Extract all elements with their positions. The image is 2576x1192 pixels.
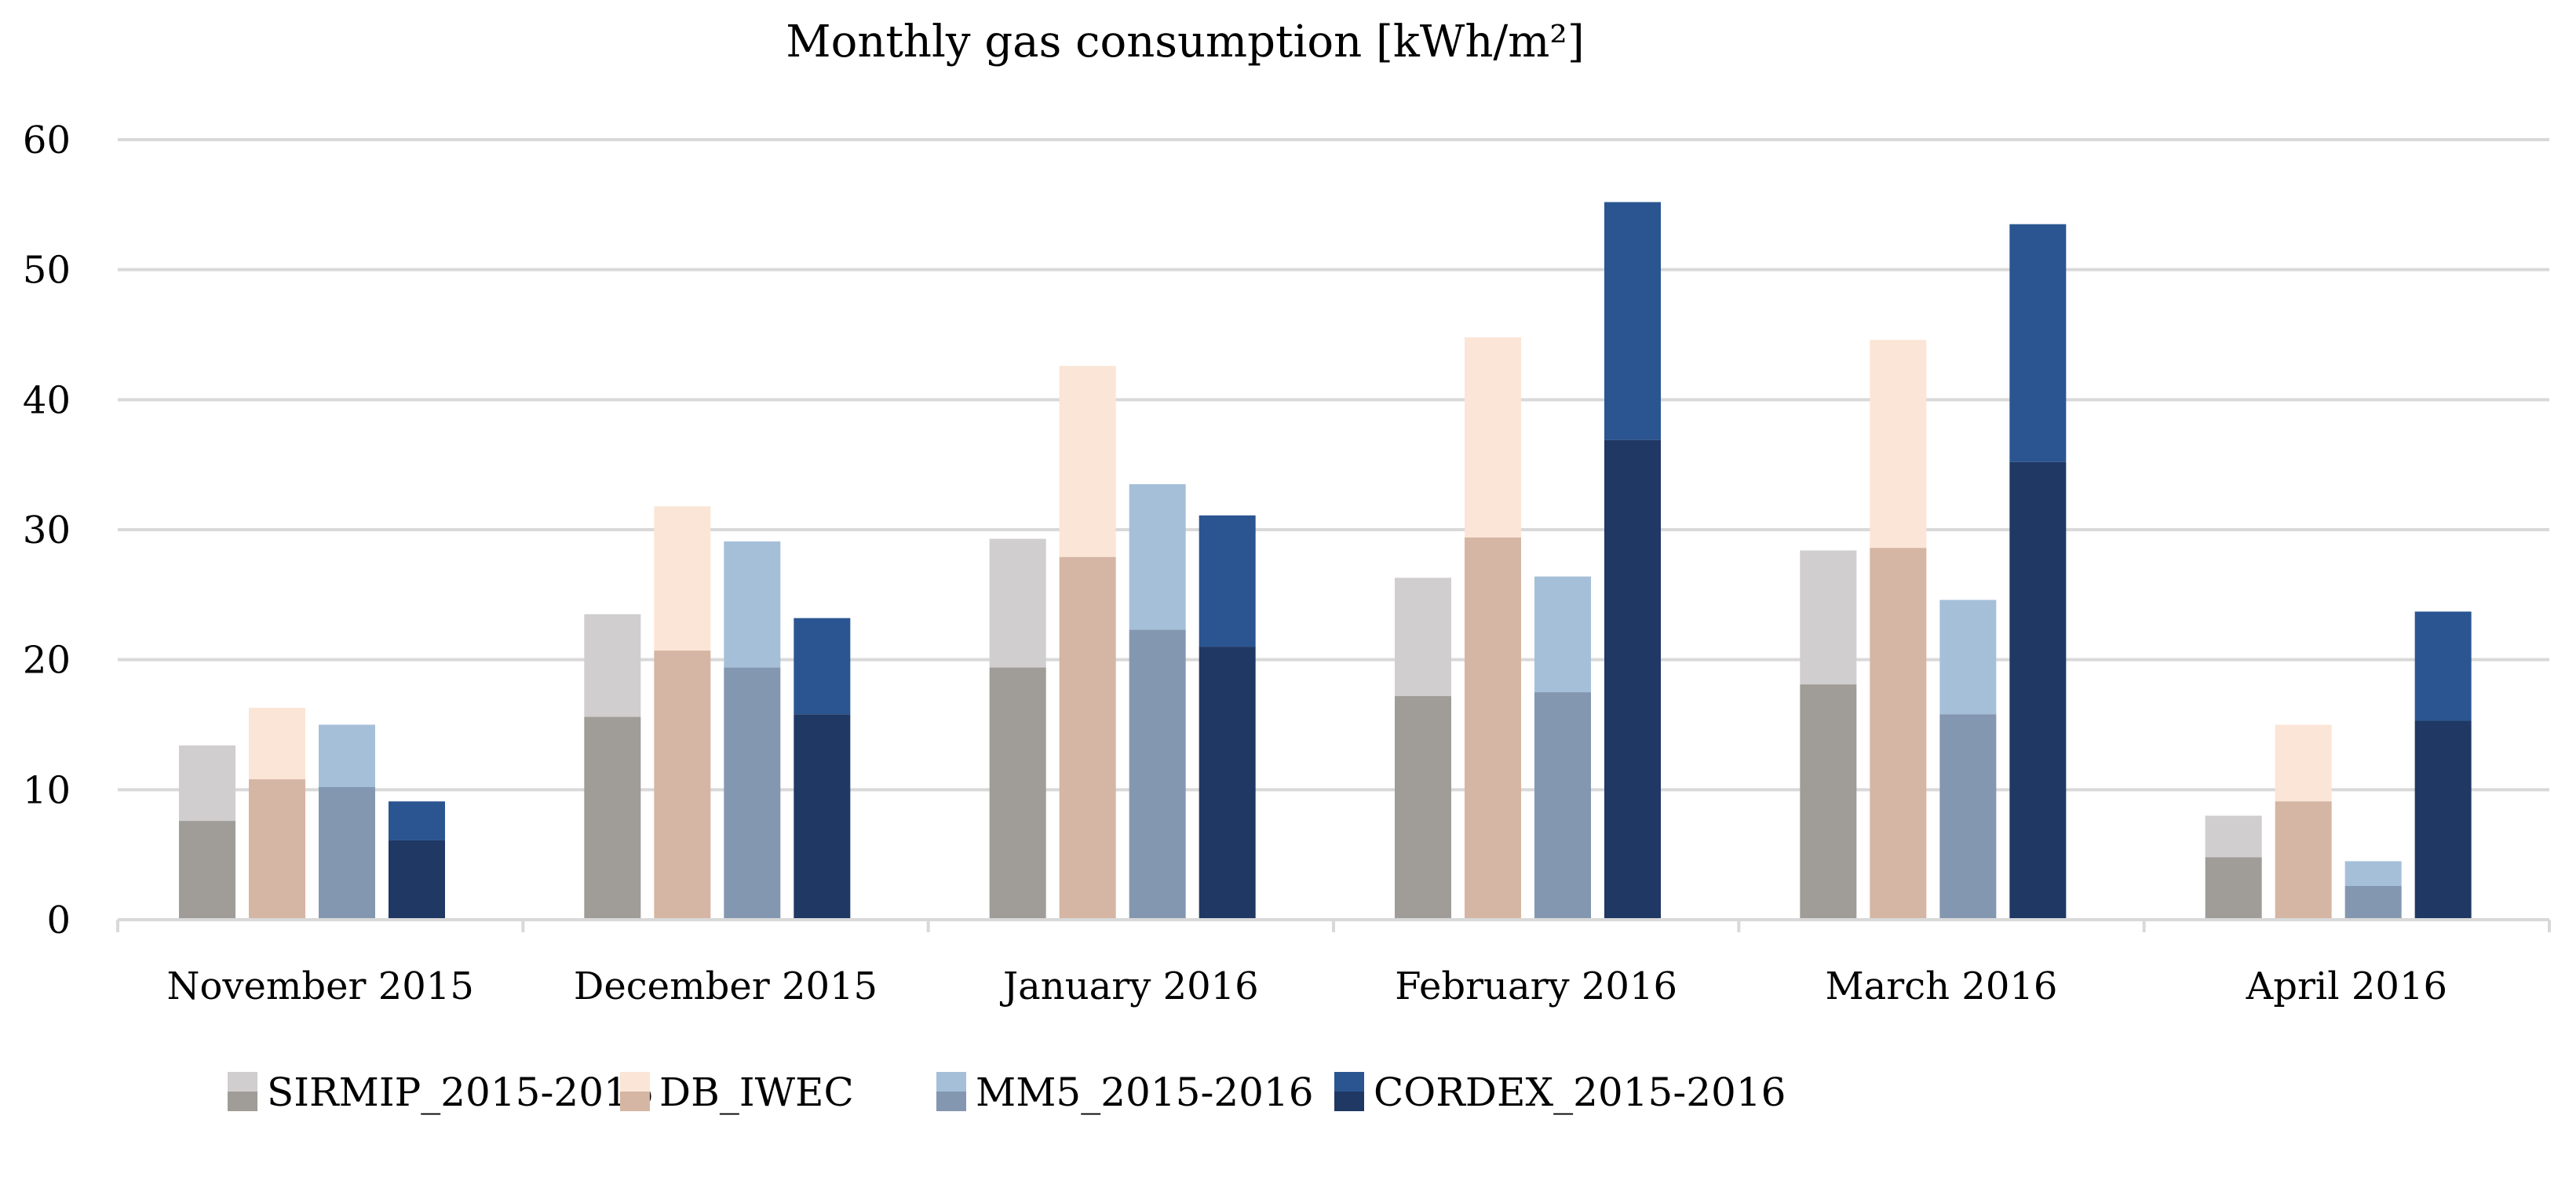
bar-upper-segment xyxy=(179,745,235,822)
bar-lower-segment xyxy=(1534,692,1591,920)
x-tick-label: April 2016 xyxy=(2246,964,2447,1008)
x-tick-label: March 2016 xyxy=(1826,964,2058,1008)
y-tick-label: 10 xyxy=(23,768,71,812)
bar-upper-segment xyxy=(584,614,641,717)
bar-upper-segment xyxy=(319,724,375,788)
y-tick-label: 60 xyxy=(23,118,71,162)
bar-layer xyxy=(179,202,2472,920)
y-tick-label: 20 xyxy=(23,639,71,683)
bar-upper-segment xyxy=(2344,861,2402,886)
bar-upper-segment xyxy=(794,618,851,715)
bar-lower-segment xyxy=(1059,556,1116,920)
legend-swatch-light xyxy=(620,1072,650,1092)
bar-lower-segment xyxy=(794,714,851,920)
bar-upper-segment xyxy=(2009,224,2067,462)
x-tick-label: February 2016 xyxy=(1395,964,1677,1008)
y-tick-label: 0 xyxy=(46,899,71,942)
bar-lower-segment xyxy=(654,651,711,920)
x-axis xyxy=(116,918,2551,932)
bar-lower-segment xyxy=(989,667,1046,920)
bar-upper-segment xyxy=(1604,202,1661,440)
legend-label: SIRMIP_2015-2016 xyxy=(267,1070,654,1115)
y-tick-labels: 0 10 20 30 40 50 60 xyxy=(23,118,71,942)
bar-lower-segment xyxy=(319,787,375,920)
bar-upper-segment xyxy=(1800,550,1857,685)
y-tick-label: 30 xyxy=(23,509,71,552)
bar-lower-segment xyxy=(389,840,445,920)
bar-upper-segment xyxy=(2205,815,2262,858)
bar-lower-segment xyxy=(724,667,781,920)
bar-lower-segment xyxy=(1939,714,1997,920)
bar-upper-segment xyxy=(1059,366,1116,557)
bar-upper-segment xyxy=(1534,576,1591,693)
legend-swatch-dark xyxy=(936,1092,966,1111)
legend-item: SIRMIP_2015-2016 xyxy=(228,1070,654,1115)
legend-swatch-light xyxy=(1334,1072,1364,1092)
legend-swatch-dark xyxy=(1334,1092,1364,1111)
bar-lower-segment xyxy=(1199,647,1256,920)
bar-lower-segment xyxy=(1465,537,1521,920)
legend-swatch-light xyxy=(228,1072,257,1092)
x-tick-label: December 2015 xyxy=(574,964,878,1008)
bar-lower-segment xyxy=(1395,696,1451,920)
legend-swatch-dark xyxy=(228,1092,257,1111)
legend: SIRMIP_2015-2016 DB_IWEC MM5_2015-2016 CORD… xyxy=(228,1070,1786,1115)
bar-upper-segment xyxy=(1870,340,1927,549)
bar-upper-segment xyxy=(654,506,711,651)
bar-upper-segment xyxy=(2414,611,2472,721)
bar-upper-segment xyxy=(2275,724,2332,802)
bar-upper-segment xyxy=(1129,484,1186,630)
legend-swatch-dark xyxy=(620,1092,650,1111)
chart-title: Monthly gas consumption [kWh/m²] xyxy=(786,16,1584,67)
bar-lower-segment xyxy=(249,779,305,920)
legend-label: DB_IWEC xyxy=(659,1070,854,1115)
bar-upper-segment xyxy=(989,538,1046,668)
legend-swatch-light xyxy=(936,1072,966,1092)
legend-label: CORDEX_2015-2016 xyxy=(1374,1070,1786,1115)
legend-item: CORDEX_2015-2016 xyxy=(1334,1070,1786,1115)
x-tick-label: January 2016 xyxy=(999,964,1259,1008)
x-tick-label: November 2015 xyxy=(166,964,473,1008)
grid-layer xyxy=(118,138,2549,792)
y-tick-label: 40 xyxy=(23,378,71,422)
bar-lower-segment xyxy=(584,716,641,920)
bar-lower-segment xyxy=(1604,439,1661,920)
bar-upper-segment xyxy=(1395,578,1451,697)
y-tick-label: 50 xyxy=(23,249,71,293)
bar-upper-segment xyxy=(1939,600,1997,715)
x-tick-labels: November 2015 December 2015 January 2016 Fe… xyxy=(166,964,2447,1008)
legend-label: MM5_2015-2016 xyxy=(976,1070,1314,1115)
bar-lower-segment xyxy=(1800,684,1857,920)
bar-lower-segment xyxy=(179,821,235,920)
bar-lower-segment xyxy=(2009,461,2067,920)
bar-lower-segment xyxy=(1129,629,1186,920)
legend-item: DB_IWEC xyxy=(620,1070,854,1115)
legend-item: MM5_2015-2016 xyxy=(936,1070,1314,1115)
bar-upper-segment xyxy=(249,707,305,780)
bar-lower-segment xyxy=(1870,548,1927,920)
bar-lower-segment xyxy=(2205,857,2262,920)
bar-upper-segment xyxy=(724,541,781,668)
bar-upper-segment xyxy=(1199,515,1256,647)
bar-upper-segment xyxy=(1465,337,1521,538)
bar-upper-segment xyxy=(389,801,445,840)
bar-lower-segment xyxy=(2275,801,2332,920)
bar-lower-segment xyxy=(2344,885,2402,920)
bar-lower-segment xyxy=(2414,720,2472,920)
